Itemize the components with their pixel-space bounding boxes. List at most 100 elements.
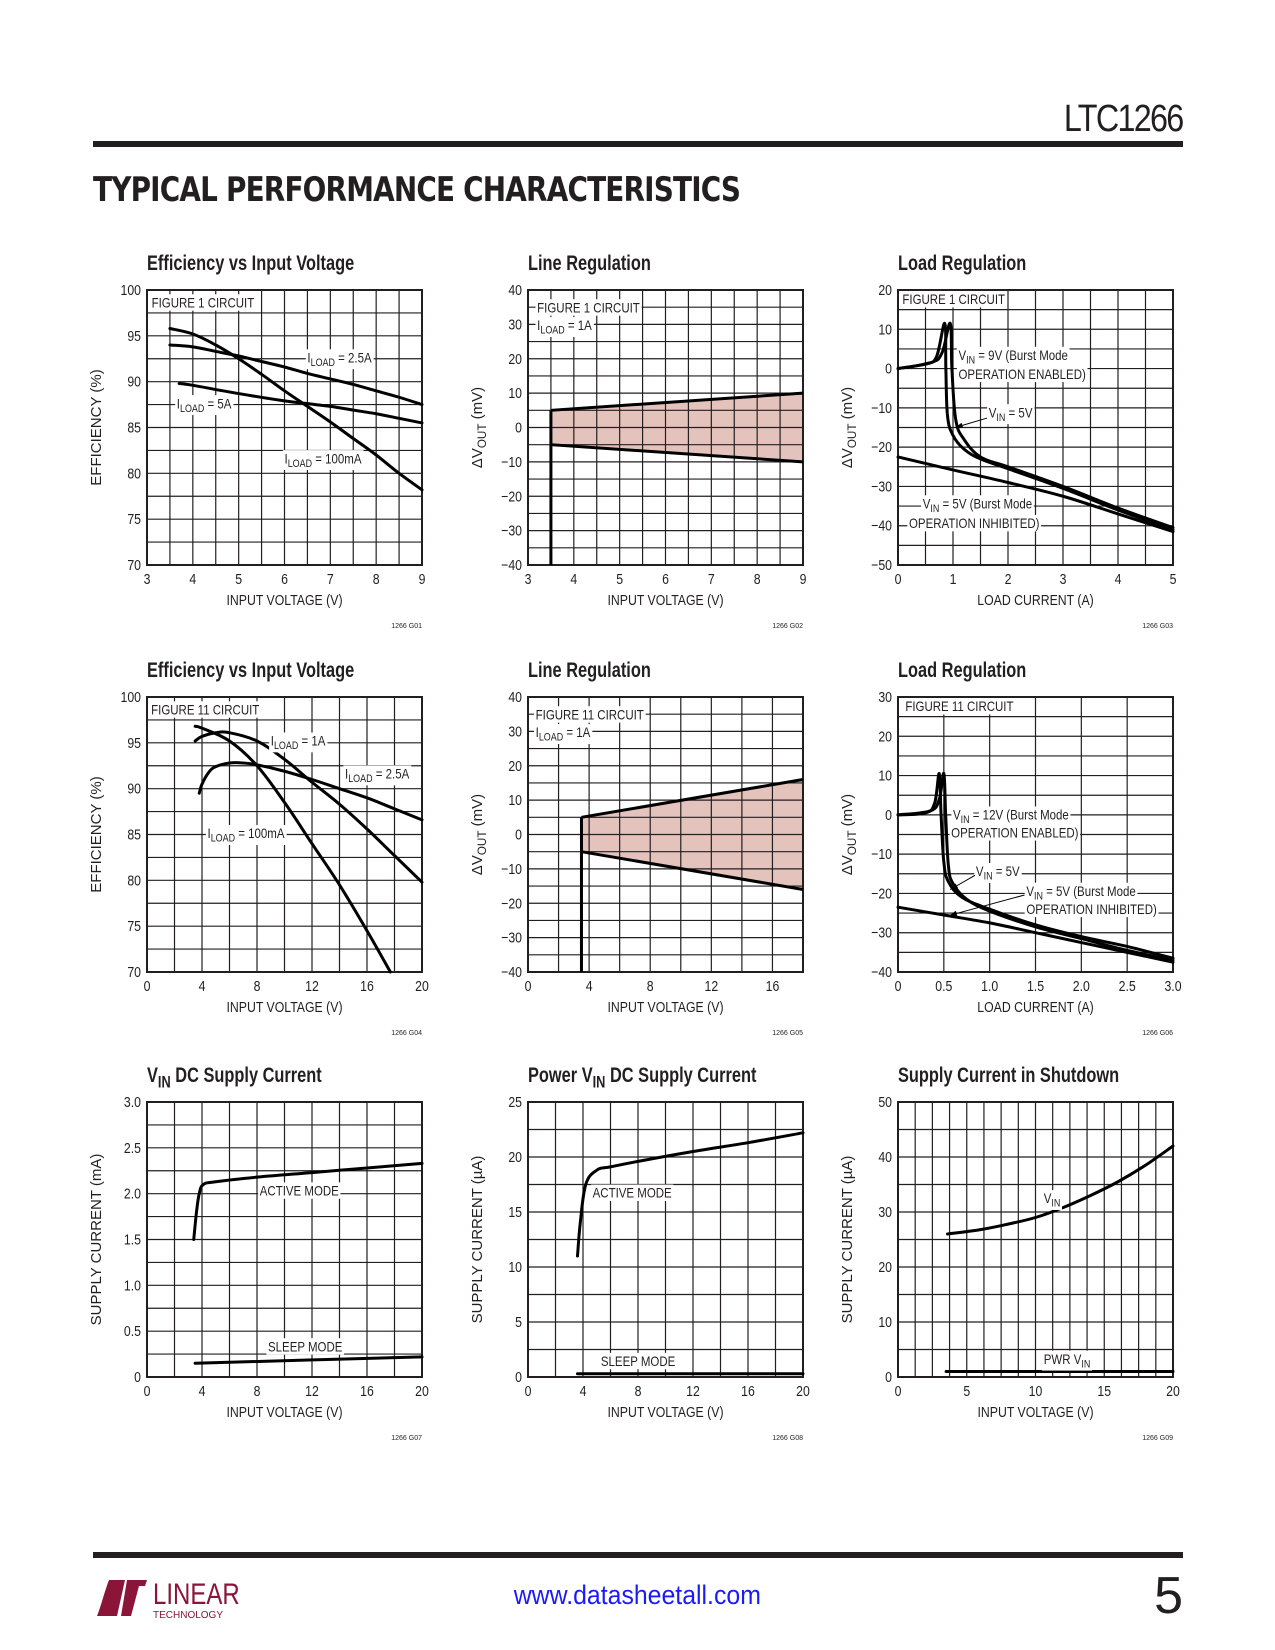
y-tick-label: 100: [120, 689, 141, 705]
y-tick-label: 90: [127, 374, 141, 390]
y-axis-label: ΔVOUT (mV): [839, 387, 859, 468]
x-tick-label: 8: [254, 978, 261, 994]
x-tick-label: 9: [419, 571, 426, 587]
arrow-head-icon: [949, 910, 958, 917]
figure-code: 1266 G01: [391, 623, 422, 630]
series-curve: [896, 772, 1175, 962]
x-tick-label: 1.0: [981, 978, 998, 994]
y-tick-label: 3.0: [124, 1094, 141, 1110]
x-axis-label: LOAD CURRENT (A): [977, 592, 1094, 608]
plot-frame: [527, 1101, 804, 1378]
x-tick-label: 3: [525, 571, 532, 587]
plot-frame: [146, 1101, 423, 1378]
chart-title: Load Regulation: [898, 251, 1026, 274]
y-tick-label: 20: [508, 1149, 522, 1165]
series-curve: [193, 730, 424, 884]
x-tick-label: 4: [189, 571, 196, 587]
y-tick-label: 75: [127, 511, 141, 527]
x-tick-label: 0: [525, 978, 532, 994]
x-axis-label: INPUT VOLTAGE (V): [607, 999, 723, 1015]
y-tick-label: 20: [878, 1259, 892, 1275]
y-tick-label: 30: [878, 689, 892, 705]
annotation-label: SLEEP MODE: [601, 1353, 675, 1369]
x-tick-label: 0: [895, 1383, 902, 1399]
y-axis-label: EFFICIENCY (%): [88, 369, 105, 485]
x-tick-label: 8: [373, 571, 380, 587]
y-tick-label: 85: [127, 826, 141, 842]
y-tick-label: 90: [127, 781, 141, 797]
arrow-head-icon: [950, 883, 959, 890]
website-link[interactable]: www.datasheetall.com: [513, 1580, 762, 1610]
annotation-label: OPERATION INHIBITED): [1026, 901, 1156, 917]
x-tick-label: 4: [586, 978, 593, 994]
y-tick-label: 40: [508, 282, 522, 298]
annotation-label: FIGURE 11 CIRCUIT: [536, 706, 644, 722]
x-tick-label: 4: [199, 978, 206, 994]
x-tick-label: 4: [570, 571, 577, 587]
annotation-label: FIGURE 11 CIRCUIT: [151, 701, 259, 717]
page-number: 5: [1154, 1567, 1183, 1625]
linear-technology-logo: LINEAR TECHNOLOGY: [97, 1576, 240, 1620]
y-tick-label: 0.5: [124, 1323, 141, 1339]
y-tick-label: −40: [871, 518, 892, 534]
y-tick-label: 0: [885, 360, 892, 376]
y-tick-label: 25: [508, 1094, 522, 1110]
x-tick-label: 12: [305, 978, 319, 994]
y-tick-label: 10: [878, 1314, 892, 1330]
y-tick-label: 80: [127, 872, 141, 888]
y-tick-label: 1.0: [124, 1277, 141, 1293]
x-tick-label: 0.5: [935, 978, 952, 994]
y-tick-label: 0: [515, 1369, 522, 1385]
y-tick-label: 20: [508, 351, 522, 367]
annotation-label: ILOAD = 1A: [536, 724, 591, 744]
x-tick-label: 16: [360, 1383, 374, 1399]
series-curve: [192, 1161, 424, 1241]
footer-rule: [93, 1552, 1183, 1558]
x-tick-label: 3: [1060, 571, 1067, 587]
x-tick-label: 16: [360, 978, 374, 994]
x-tick-label: 12: [704, 978, 718, 994]
x-tick-label: 20: [415, 978, 429, 994]
chart-5: Line Regulation 0 4 8 12 16 −40 −30 −20 −10 0 10 20 3…: [469, 658, 804, 1037]
y-axis-label: ΔVOUT (mV): [839, 794, 859, 875]
x-tick-label: 4: [1115, 571, 1122, 587]
y-axis-label: ΔVOUT (mV): [469, 387, 489, 468]
x-tick-label: 20: [415, 1383, 429, 1399]
y-axis-label: SUPPLY CURRENT (µA): [469, 1156, 486, 1324]
figure-code: 1266 G02: [772, 623, 803, 630]
x-tick-label: 7: [708, 571, 715, 587]
y-axis-label: SUPPLY CURRENT (mA): [88, 1154, 105, 1326]
x-tick-label: 15: [1097, 1383, 1111, 1399]
series-curve: [177, 382, 424, 425]
series-curve: [896, 772, 1175, 960]
x-tick-label: 12: [686, 1383, 700, 1399]
y-tick-label: −20: [501, 488, 522, 504]
y-tick-label: 5: [515, 1314, 522, 1330]
x-tick-label: 16: [766, 978, 780, 994]
figure-code: 1266 G06: [1142, 1030, 1173, 1037]
annotation-label: FIGURE 1 CIRCUIT: [902, 291, 1005, 307]
plot-frame: [897, 1101, 1174, 1378]
annotation-label: VIN: [1044, 1190, 1061, 1210]
series-curve: [193, 1355, 424, 1365]
y-tick-label: 20: [878, 282, 892, 298]
annotation-label: VIN = 5V (Burst Mode: [923, 495, 1032, 515]
annotation-label: FIGURE 1 CIRCUIT: [152, 294, 255, 310]
figure-code: 1266 G03: [1142, 623, 1173, 630]
plot-frame: [527, 289, 804, 566]
x-tick-label: 3.0: [1164, 978, 1181, 994]
series-curve: [896, 321, 1175, 530]
band-lower-line: [581, 850, 804, 891]
annotation-label: ILOAD = 2.5A: [307, 349, 372, 369]
section-title: TYPICAL PERFORMANCE CHARACTERISTICS: [93, 170, 741, 210]
chart-title: VIN DC Supply Current: [147, 1063, 322, 1092]
x-tick-label: 0: [525, 1383, 532, 1399]
x-tick-label: 6: [662, 571, 669, 587]
x-tick-label: 8: [254, 1383, 261, 1399]
logo-subtext: TECHNOLOGY: [153, 1610, 223, 1620]
annotation-label: VIN = 5V: [976, 863, 1020, 883]
figure-code: 1266 G09: [1142, 1435, 1173, 1442]
x-tick-label: 4: [199, 1383, 206, 1399]
y-tick-label: −10: [871, 846, 892, 862]
